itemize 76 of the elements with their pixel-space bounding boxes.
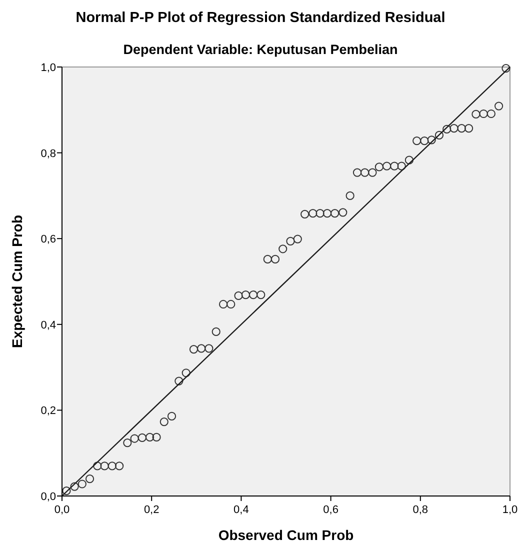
point bbox=[404, 156, 414, 164]
chart-title: Normal P-P Plot of Regression Standardized Residual bbox=[76, 10, 446, 26]
point bbox=[167, 412, 176, 421]
point bbox=[248, 290, 258, 300]
point bbox=[382, 162, 392, 170]
point bbox=[390, 162, 399, 170]
point bbox=[100, 462, 109, 470]
point bbox=[212, 327, 220, 336]
point bbox=[464, 124, 474, 133]
point bbox=[85, 474, 94, 484]
point bbox=[450, 124, 458, 133]
point bbox=[502, 64, 510, 73]
point bbox=[174, 376, 184, 386]
point bbox=[115, 462, 124, 470]
point bbox=[270, 254, 280, 264]
point bbox=[427, 136, 436, 144]
point bbox=[346, 191, 354, 200]
point bbox=[263, 254, 272, 264]
point bbox=[108, 462, 116, 470]
point bbox=[189, 344, 198, 354]
point bbox=[352, 168, 362, 177]
point bbox=[338, 208, 348, 217]
point bbox=[62, 486, 71, 496]
x-tick-label: 0,8 bbox=[412, 504, 428, 516]
point bbox=[130, 434, 139, 443]
chart-subtitle: Dependent Variable: Keputusan Pembelian bbox=[123, 42, 398, 57]
x-tick-label: 1,0 bbox=[502, 504, 518, 516]
point bbox=[256, 290, 266, 300]
point bbox=[494, 102, 504, 110]
x-tick-label: 0,6 bbox=[323, 504, 338, 516]
x-tick-label: 0,2 bbox=[144, 504, 160, 516]
point bbox=[293, 234, 302, 244]
point bbox=[152, 432, 161, 442]
point bbox=[93, 462, 102, 470]
point bbox=[434, 130, 444, 140]
point bbox=[397, 162, 406, 170]
point bbox=[78, 480, 86, 488]
point bbox=[322, 208, 332, 218]
point bbox=[146, 432, 154, 442]
x-axis-title: Observed Cum Prob bbox=[218, 527, 354, 543]
point bbox=[472, 110, 480, 118]
point bbox=[182, 368, 190, 378]
y-tick-label: 0,0 bbox=[40, 491, 56, 503]
y-axis-title: Expected Cum Prob bbox=[9, 214, 25, 348]
point bbox=[218, 300, 228, 309]
y-tick-label: 0,6 bbox=[40, 234, 56, 246]
point bbox=[316, 208, 324, 218]
point bbox=[486, 109, 496, 118]
point bbox=[442, 124, 452, 134]
point bbox=[360, 168, 370, 177]
point bbox=[234, 291, 243, 300]
point bbox=[70, 482, 79, 491]
y-tick-label: 1,0 bbox=[40, 62, 56, 74]
point bbox=[420, 136, 429, 146]
point bbox=[300, 210, 310, 218]
point bbox=[278, 244, 288, 254]
point bbox=[412, 136, 422, 146]
point bbox=[308, 208, 318, 218]
point bbox=[368, 168, 377, 177]
x-tick-label: 0,4 bbox=[234, 504, 249, 516]
point bbox=[123, 438, 132, 448]
y-tick-label: 0,2 bbox=[40, 405, 56, 418]
point bbox=[204, 344, 214, 353]
point bbox=[330, 208, 340, 218]
y-tick-label: 0,4 bbox=[40, 319, 56, 332]
point bbox=[138, 433, 146, 442]
point bbox=[241, 290, 250, 300]
point bbox=[374, 162, 384, 172]
point bbox=[479, 109, 488, 118]
point bbox=[286, 236, 295, 246]
point bbox=[226, 300, 236, 309]
point bbox=[160, 417, 168, 426]
point bbox=[197, 344, 206, 353]
y-tick-label: 0,8 bbox=[40, 148, 56, 160]
point bbox=[457, 124, 466, 133]
x-tick-label: 0,0 bbox=[54, 504, 70, 516]
